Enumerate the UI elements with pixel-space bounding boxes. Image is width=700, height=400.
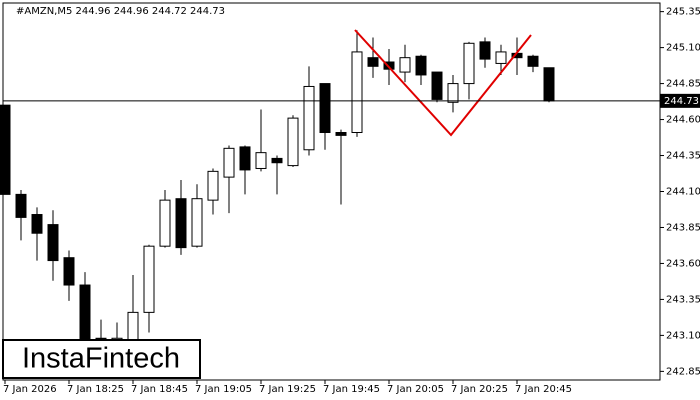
y-tick-label: 245.35 [666, 7, 700, 18]
x-tick-label: 7 Jan 2026 [3, 384, 57, 395]
candle-body [447, 83, 459, 103]
y-tick-label: 243.85 [666, 222, 700, 233]
candle-body [287, 117, 299, 167]
x-tick-label: 7 Jan 19:25 [259, 384, 316, 395]
candle-body [191, 198, 203, 247]
candle-body [399, 57, 411, 73]
candle-body [63, 257, 75, 286]
x-tick-label: 7 Jan 18:45 [131, 384, 188, 395]
y-tick-label: 245.10 [666, 43, 700, 54]
candle-body [271, 157, 283, 164]
x-tick-label: 7 Jan 20:05 [387, 384, 444, 395]
candle-body [223, 147, 235, 178]
candle-body [255, 152, 267, 169]
logo-box [2, 339, 201, 379]
pattern-line [354, 29, 532, 137]
y-tick-label: 244.10 [666, 187, 700, 198]
candle-body [143, 245, 155, 313]
y-tick-label: 242.85 [666, 366, 700, 377]
candle-body [207, 170, 219, 201]
candle-body [431, 71, 443, 100]
candle-body [463, 42, 475, 85]
y-tick-label: 244.35 [666, 151, 700, 162]
x-tick-label: 7 Jan 18:25 [67, 384, 124, 395]
candle-body [543, 67, 555, 102]
y-tick-label: 243.10 [666, 330, 700, 341]
candle-body [15, 193, 27, 218]
plot-frame [2, 2, 661, 381]
candle-body [335, 132, 347, 136]
candle-body [239, 146, 251, 171]
candle-body [383, 61, 395, 70]
x-tick-label: 7 Jan 19:45 [323, 384, 380, 395]
candle-body [479, 41, 491, 60]
y-tick-label: 244.85 [666, 79, 700, 90]
candle-body [0, 104, 11, 195]
candle-body [495, 51, 507, 64]
y-tick-label: 243.60 [666, 258, 700, 269]
candle-body [79, 284, 91, 341]
y-tick-label: 243.35 [666, 294, 700, 305]
x-tick-label: 7 Jan 20:45 [515, 384, 572, 395]
candle-body [319, 83, 331, 134]
last-price-label: 244.73 [664, 96, 699, 107]
logo: InstaFintech [22, 343, 180, 375]
candle-body [527, 55, 539, 67]
candle-body [303, 85, 315, 151]
candle-body [415, 55, 427, 76]
chart-title: #AMZN,M5 244.96 244.96 244.72 244.73 [16, 6, 225, 17]
last-price-box [660, 93, 700, 108]
candle-body [367, 57, 379, 67]
x-tick-label: 7 Jan 19:05 [195, 384, 252, 395]
candle-body [175, 198, 187, 249]
y-tick-label: 244.60 [666, 115, 700, 126]
candle-body [127, 311, 139, 341]
candle-body [47, 224, 59, 262]
candle-body [31, 214, 43, 234]
x-tick-label: 7 Jan 20:25 [451, 384, 508, 395]
candle-body [159, 199, 171, 247]
candle-body [351, 51, 363, 134]
